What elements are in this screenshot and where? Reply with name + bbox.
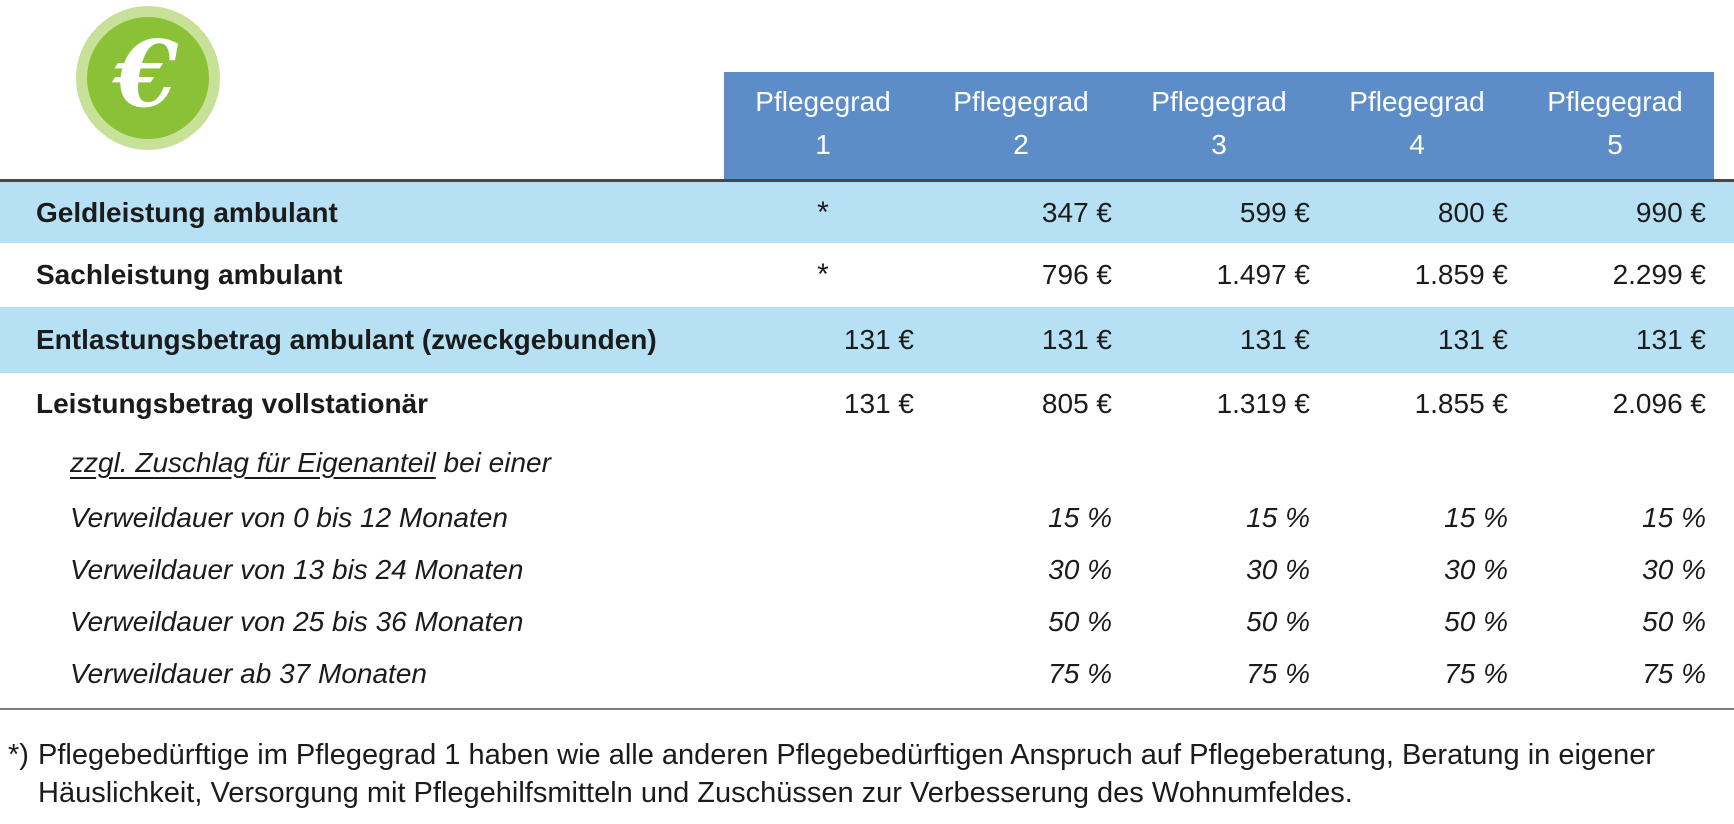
row-value: 131 € — [1041, 324, 1112, 355]
column-header-title: Pflegegrad — [1547, 86, 1683, 117]
row-label: Sachleistung ambulant — [36, 259, 343, 290]
row-value: 50 % — [1444, 606, 1508, 637]
row-label-underlined: zzgl. Zuschlag für Eigenanteil — [70, 447, 436, 478]
row-value: 75 % — [1246, 658, 1310, 689]
row-value: 796 € — [1041, 259, 1112, 290]
row-value: 347 € — [1041, 196, 1112, 228]
column-header-title: Pflegegrad — [1151, 86, 1287, 117]
row-value: 75 % — [1642, 658, 1706, 689]
column-header-number: 4 — [1409, 129, 1425, 160]
top-divider-line — [0, 179, 1734, 182]
row-value: 800 € — [1437, 196, 1508, 228]
column-header-title: Pflegegrad — [1349, 86, 1485, 117]
row-value: 599 € — [1239, 196, 1310, 228]
column-header-pflegegrad-3: Pflegegrad 3 — [1120, 72, 1318, 179]
row-value: 30 % — [1642, 554, 1706, 585]
bottom-divider-line — [0, 708, 1734, 710]
row-value: 15 % — [1048, 502, 1112, 533]
euro-symbol: € — [113, 20, 178, 128]
row-value: 15 % — [1246, 502, 1310, 533]
euro-icon: € — [76, 6, 220, 150]
row-value: 30 % — [1048, 554, 1112, 585]
row-value: 15 % — [1642, 502, 1706, 533]
row-value: 1.859 € — [1414, 259, 1508, 290]
row-value: 131 € — [1635, 324, 1706, 355]
row-value: 1.319 € — [1216, 387, 1310, 419]
column-header-pflegegrad-2: Pflegegrad 2 — [922, 72, 1120, 179]
column-header-title: Pflegegrad — [953, 86, 1089, 117]
row-label: Entlastungsbetrag ambulant (zweckgebunde… — [36, 324, 657, 355]
row-value: * — [817, 195, 829, 229]
row-value: 50 % — [1246, 606, 1310, 637]
column-header-number: 5 — [1607, 129, 1623, 160]
table-row-leistungsbetrag-vollstationaer: Leistungsbetrag vollstationär 131 € 805 … — [0, 373, 1734, 434]
row-value: 75 % — [1048, 658, 1112, 689]
column-header-number: 3 — [1211, 129, 1227, 160]
row-label: Verweildauer von 0 bis 12 Monaten — [70, 502, 508, 533]
row-value: 30 % — [1246, 554, 1310, 585]
row-label: zzgl. Zuschlag für Eigenanteil bei einer — [0, 447, 724, 479]
table-row-zuschlag-eigenanteil: zzgl. Zuschlag für Eigenanteil bei einer — [0, 434, 1734, 492]
column-header-pflegegrad-5: Pflegegrad 5 — [1516, 72, 1714, 179]
table-row-verweildauer-0-12: Verweildauer von 0 bis 12 Monaten 15 % 1… — [0, 492, 1734, 544]
row-value: 131 € — [1437, 324, 1508, 355]
table-row-verweildauer-13-24: Verweildauer von 13 bis 24 Monaten 30 % … — [0, 544, 1734, 596]
row-value: * — [817, 258, 829, 291]
row-value: 131 € — [843, 387, 914, 419]
row-value: 30 % — [1444, 554, 1508, 585]
row-value: 2.299 € — [1612, 259, 1706, 290]
table-column-headers: Pflegegrad 1 Pflegegrad 2 Pflegegrad 3 P… — [724, 72, 1714, 179]
table-row-verweildauer-25-36: Verweildauer von 25 bis 36 Monaten 50 % … — [0, 596, 1734, 648]
row-label: Verweildauer von 13 bis 24 Monaten — [70, 554, 524, 585]
row-value: 75 % — [1444, 658, 1508, 689]
row-label: Verweildauer von 25 bis 36 Monaten — [70, 606, 524, 637]
row-value: 50 % — [1642, 606, 1706, 637]
row-value: 1.855 € — [1414, 387, 1508, 419]
footnote-text: Pflegebedürftige im Pflegegrad 1 haben w… — [38, 739, 1656, 809]
column-header-number: 1 — [815, 129, 831, 160]
row-value: 805 € — [1041, 387, 1112, 419]
row-label: Leistungsbetrag vollstationär — [36, 387, 429, 419]
euro-icon-circle: € — [87, 17, 209, 139]
column-header-title: Pflegegrad — [755, 86, 891, 117]
row-label: Geldleistung ambulant — [36, 196, 338, 228]
row-value: 15 % — [1444, 502, 1508, 533]
row-value: 990 € — [1635, 196, 1706, 228]
footnote: *) Pflegebedürftige im Pflegegrad 1 habe… — [8, 736, 1698, 812]
table-body: Geldleistung ambulant * 347 € 599 € 800 … — [0, 182, 1734, 700]
column-header-pflegegrad-1: Pflegegrad 1 — [724, 72, 922, 179]
table-row-sachleistung: Sachleistung ambulant * 796 € 1.497 € 1.… — [0, 243, 1734, 307]
column-header-number: 2 — [1013, 129, 1029, 160]
table-row-verweildauer-ab-37: Verweildauer ab 37 Monaten 75 % 75 % 75 … — [0, 648, 1734, 700]
table-row-entlastungsbetrag: Entlastungsbetrag ambulant (zweckgebunde… — [0, 307, 1734, 373]
row-label-rest: bei einer — [435, 447, 551, 478]
footnote-marker: *) — [8, 739, 29, 771]
row-value: 50 % — [1048, 606, 1112, 637]
row-value: 131 € — [1239, 324, 1310, 355]
row-value: 131 € — [843, 324, 914, 355]
row-label: Verweildauer ab 37 Monaten — [70, 658, 427, 689]
column-header-pflegegrad-4: Pflegegrad 4 — [1318, 72, 1516, 179]
row-value: 2.096 € — [1612, 387, 1706, 419]
row-value: 1.497 € — [1216, 259, 1310, 290]
table-row-geldleistung: Geldleistung ambulant * 347 € 599 € 800 … — [0, 182, 1734, 243]
